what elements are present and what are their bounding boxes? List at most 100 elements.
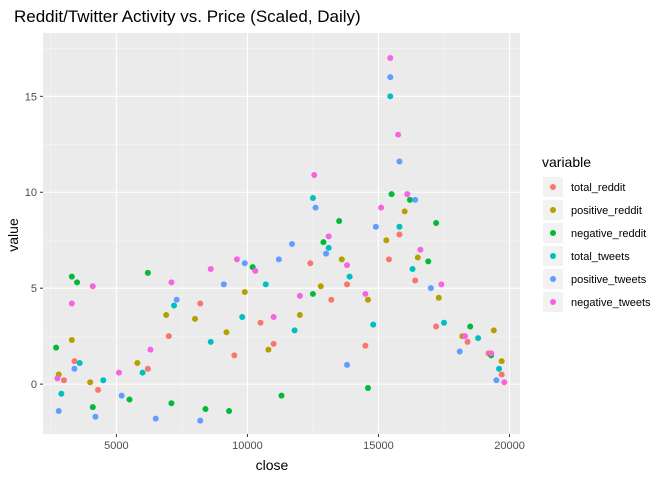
legend-label: positive_reddit	[571, 205, 642, 217]
data-point	[202, 406, 209, 413]
data-point	[168, 279, 175, 286]
legend-label: total_tweets	[571, 251, 630, 263]
data-point	[404, 191, 411, 198]
x-tick-label: 10000	[232, 440, 263, 452]
data-point	[467, 323, 474, 330]
data-point	[325, 244, 332, 251]
legend-label: total_reddit	[571, 182, 625, 194]
data-point	[53, 344, 60, 351]
plot-panel	[43, 33, 520, 434]
data-point	[270, 340, 277, 347]
data-point	[456, 348, 463, 355]
data-point	[275, 256, 282, 263]
data-point	[385, 256, 392, 263]
data-point	[364, 384, 371, 391]
data-point	[278, 392, 285, 399]
series-total-tweets	[58, 93, 503, 397]
data-point	[378, 204, 385, 211]
data-point	[89, 404, 96, 411]
data-point	[60, 377, 67, 384]
data-point	[257, 319, 264, 326]
data-point	[252, 267, 259, 274]
data-point	[270, 313, 277, 320]
data-point	[207, 338, 214, 345]
data-point	[296, 292, 303, 299]
legend-swatch	[550, 276, 556, 282]
data-point	[396, 158, 403, 165]
data-point	[309, 290, 316, 297]
data-point	[144, 365, 151, 372]
data-point	[296, 312, 303, 319]
data-point	[427, 285, 434, 292]
legend-title: variable	[542, 154, 591, 170]
data-point	[475, 335, 482, 342]
data-point	[412, 277, 419, 284]
data-point	[362, 290, 369, 297]
data-point	[68, 300, 75, 307]
data-point	[364, 296, 371, 303]
data-point	[197, 417, 204, 424]
legend-label: negative_reddit	[571, 228, 646, 240]
series-negative-tweets	[54, 54, 508, 386]
data-point	[95, 386, 102, 393]
data-point	[291, 327, 298, 334]
data-point	[396, 223, 403, 230]
legend-swatch	[550, 184, 556, 190]
data-point	[288, 241, 295, 248]
data-point	[241, 289, 248, 296]
data-point	[126, 396, 133, 403]
data-point	[344, 361, 351, 368]
data-point	[387, 93, 394, 100]
data-point	[92, 413, 99, 420]
data-point	[58, 390, 65, 397]
data-point	[496, 365, 503, 372]
data-point	[144, 269, 151, 276]
data-point	[100, 377, 107, 384]
data-point	[265, 346, 272, 353]
data-point	[490, 327, 497, 334]
data-point	[464, 338, 471, 345]
data-point	[223, 329, 230, 336]
data-point	[387, 74, 394, 81]
data-point	[425, 258, 432, 265]
data-point	[231, 352, 238, 359]
data-point	[152, 415, 159, 422]
data-point	[207, 265, 214, 272]
x-tick-label: 15000	[363, 440, 394, 452]
data-point	[312, 204, 319, 211]
y-tick-label: 10	[25, 187, 37, 199]
data-point	[501, 379, 508, 386]
data-point	[171, 302, 178, 309]
data-point	[68, 336, 75, 343]
data-point	[325, 233, 332, 240]
y-axis: 0 5 10 15	[25, 91, 43, 391]
data-point	[76, 360, 83, 367]
data-point	[220, 281, 227, 288]
data-point	[401, 208, 408, 215]
data-point	[233, 256, 240, 263]
y-tick-label: 15	[25, 91, 37, 103]
data-point	[433, 219, 440, 226]
data-point	[55, 407, 62, 414]
data-point	[134, 360, 141, 367]
data-point	[396, 231, 403, 238]
data-point	[493, 377, 500, 384]
y-tick-label: 5	[31, 283, 37, 295]
panel-background	[43, 33, 520, 434]
legend-swatch	[550, 207, 556, 213]
data-point	[173, 296, 180, 303]
data-point	[440, 319, 447, 326]
legend-swatch	[550, 230, 556, 236]
data-point	[139, 369, 146, 376]
data-point	[406, 196, 413, 203]
data-point	[409, 265, 416, 272]
x-axis: 5000 10000 15000 20000	[104, 434, 525, 452]
data-point	[320, 239, 327, 246]
data-point	[417, 246, 424, 253]
data-point	[317, 283, 324, 290]
series-positive-reddit	[55, 208, 505, 386]
data-point	[241, 260, 248, 267]
data-point	[383, 237, 390, 244]
data-points	[53, 54, 508, 424]
